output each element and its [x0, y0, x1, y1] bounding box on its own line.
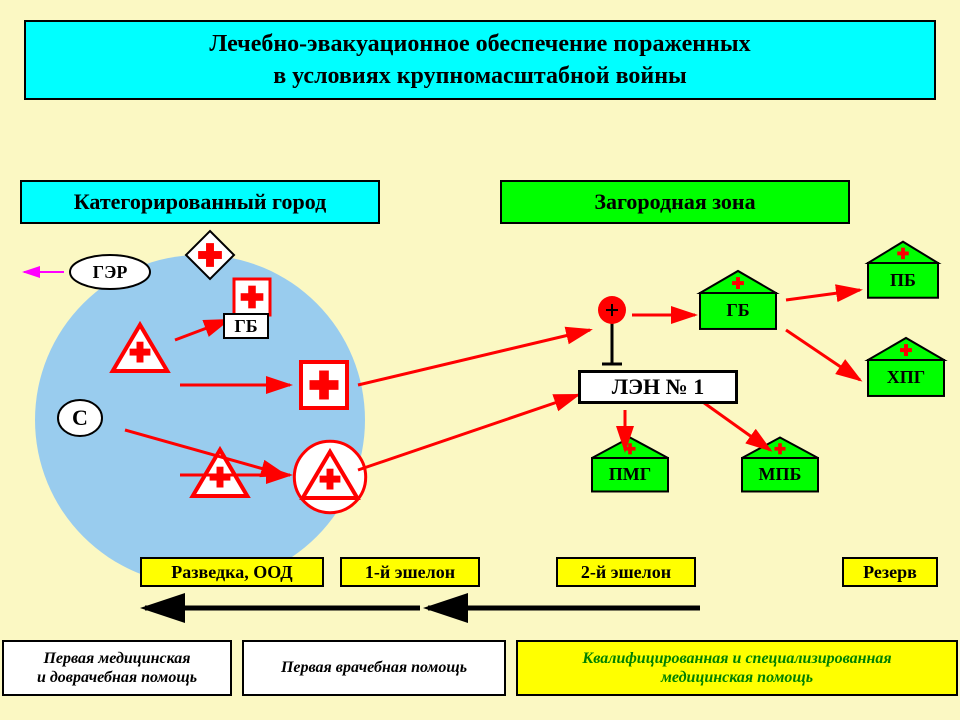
mpb-node: МПБ: [742, 458, 818, 491]
pmg-node: ПМГ: [592, 458, 668, 491]
pb-label: ПБ: [890, 270, 916, 291]
c-label: С: [72, 405, 88, 431]
echelon-ech1-label: 1-й эшелон: [365, 562, 455, 583]
footer-first-doc: Первая врачебная помощь: [242, 640, 506, 696]
hpg-node: ХПГ: [868, 360, 944, 396]
len-label: ЛЭН № 1: [612, 374, 705, 400]
mpb-label: МПБ: [759, 464, 802, 485]
footer-first-med: Первая медицинскаяи доврачебная помощь: [2, 640, 232, 696]
echelon-ech1: 1-й эшелон: [340, 557, 480, 587]
ger-label: ГЭР: [93, 262, 128, 283]
echelon-reserve-label: Резерв: [863, 562, 917, 583]
c-node: С: [58, 400, 102, 436]
title-box: Лечебно-эвакуационное обеспечение пораже…: [24, 20, 936, 100]
footer-qualified-l2: медицинская помощь: [661, 668, 813, 687]
gb_suburb-label: ГБ: [726, 300, 749, 321]
title-line2: в условиях крупномасштабной войны: [273, 60, 687, 92]
gb-city-label: ГБ: [234, 316, 257, 337]
len-node: ЛЭН № 1: [578, 370, 738, 404]
echelon-ech2-label: 2-й эшелон: [581, 562, 671, 583]
pb-node: ПБ: [868, 263, 938, 298]
footer-first-doc-label: Первая врачебная помощь: [281, 659, 467, 677]
zone-suburb: Загородная зона: [500, 180, 850, 224]
zone-city: Категорированный город: [20, 180, 380, 224]
footer-first-med-l2: и доврачебная помощь: [37, 668, 197, 687]
echelon-recon: Разведка, ООД: [140, 557, 324, 587]
echelon-recon-label: Разведка, ООД: [171, 562, 292, 583]
pmg-label: ПМГ: [609, 464, 651, 485]
title-line1: Лечебно-эвакуационное обеспечение пораже…: [209, 28, 750, 60]
footer-first-med-l1: Первая медицинская: [43, 649, 190, 668]
echelon-reserve: Резерв: [842, 557, 938, 587]
echelon-ech2: 2-й эшелон: [556, 557, 696, 587]
gb-city-node: ГБ: [223, 313, 269, 339]
zone-city-label: Категорированный город: [74, 189, 326, 215]
ger-node: ГЭР: [70, 255, 150, 289]
footer-qualified-l1: Квалифицированная и специализированная: [582, 649, 891, 668]
zone-suburb-label: Загородная зона: [594, 189, 755, 215]
hpg-label: ХПГ: [887, 367, 925, 388]
footer-qualified: Квалифицированная и специализированнаяме…: [516, 640, 958, 696]
gb_suburb-node: ГБ: [700, 293, 776, 329]
